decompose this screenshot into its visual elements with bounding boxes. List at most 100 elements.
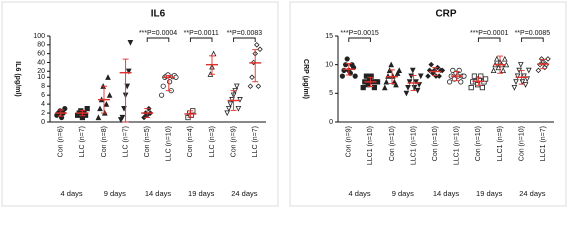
data-point [500, 67, 507, 73]
data-point [254, 42, 260, 48]
data-point [501, 55, 508, 62]
data-point [446, 79, 453, 85]
x-tick-label: LLC (n=7) [122, 126, 129, 157]
data-point [396, 67, 403, 73]
data-point [141, 114, 147, 121]
data-point [474, 82, 481, 88]
data-point [479, 85, 486, 91]
significance-bracket [146, 37, 170, 42]
annotation: **P=0.0083 [227, 30, 263, 37]
y-tick-label: 0 [41, 119, 45, 126]
data-point [393, 81, 399, 88]
y-axis-label: CRP (μg/ml) [302, 59, 309, 99]
data-point [97, 105, 103, 112]
group-label: 4 days [349, 189, 371, 198]
x-tick-label: Con (n=10) [475, 126, 482, 161]
x-tick-label: LLC1 (n=10) [454, 126, 461, 165]
x-tick-label: Con (n=9) [346, 126, 353, 157]
data-point [381, 84, 388, 91]
data-point [339, 73, 345, 79]
data-point [160, 83, 166, 89]
y-tick-label: 10 [37, 74, 45, 81]
data-point [436, 73, 442, 79]
y-tick-label: 2 [41, 110, 45, 117]
y-tick-label: 0 [329, 119, 333, 126]
data-point [363, 73, 370, 79]
significance-bracket [477, 37, 501, 42]
group-label: 19 days [188, 189, 215, 198]
data-point [513, 79, 519, 85]
data-point [103, 101, 110, 107]
group-label: 24 days [231, 189, 258, 198]
data-point [125, 68, 132, 75]
data-point [405, 85, 411, 91]
data-point [124, 83, 131, 90]
data-point [165, 72, 171, 78]
data-point [229, 97, 235, 103]
data-point [227, 101, 234, 108]
data-point [159, 92, 165, 98]
data-point [495, 64, 502, 71]
group-label: 24 days [519, 189, 546, 198]
data-point [347, 70, 353, 76]
y-tick-label: 60 [37, 50, 45, 57]
y-tick-label: 5 [329, 90, 333, 97]
y-tick-label: 20 [37, 68, 45, 75]
data-point [352, 73, 358, 79]
annotation: ***P=0.0004 [139, 30, 177, 37]
data-point [468, 85, 474, 91]
data-point [237, 97, 243, 103]
chart-title: CRP [435, 9, 456, 20]
group-label: 4 days [61, 189, 83, 198]
annotation: ***P=0.0015 [340, 30, 378, 37]
group-label: 14 days [433, 189, 460, 198]
significance-bracket [233, 37, 256, 42]
y-tick-label: 6 [41, 92, 45, 99]
group-label: 9 days [392, 189, 414, 198]
data-point [386, 67, 393, 73]
group-label: 14 days [145, 189, 172, 198]
data-point [521, 73, 527, 80]
data-point [471, 73, 478, 79]
data-point [417, 73, 424, 80]
x-tick-label: LLC1 (n=7) [540, 126, 547, 161]
y-tick-label: 10 [325, 62, 333, 69]
data-point [255, 83, 262, 89]
significance-bracket [521, 37, 544, 42]
data-point [344, 56, 350, 62]
data-point [439, 67, 446, 74]
data-point [210, 50, 217, 57]
annotation: **P=0.0085 [515, 30, 551, 37]
data-point [428, 61, 434, 68]
data-point [106, 92, 113, 98]
data-point [233, 83, 240, 90]
panel-border [289, 1, 567, 207]
x-tick-label: Con (n=10) [432, 126, 439, 161]
data-point [388, 61, 395, 68]
chart-title: IL6 [151, 9, 166, 20]
data-point [514, 73, 521, 80]
data-point [525, 67, 532, 74]
data-point [511, 85, 518, 91]
group-label: 9 days [104, 189, 126, 198]
data-point [493, 55, 500, 62]
data-point [119, 114, 126, 121]
y-tick-label: 80 [37, 42, 45, 49]
data-point [490, 67, 497, 73]
y-tick-label: 15 [325, 33, 333, 40]
data-point [225, 105, 232, 112]
annotation: ***P=0.0001 [470, 30, 508, 37]
x-tick-label: Con (n=6) [58, 126, 65, 157]
data-point [257, 46, 263, 52]
data-point [545, 56, 551, 62]
data-point [224, 110, 231, 117]
data-point [383, 78, 390, 85]
data-point [121, 105, 127, 112]
y-tick-label: 4 [41, 101, 45, 108]
data-point [425, 73, 431, 79]
data-point [394, 70, 401, 76]
data-point [235, 105, 242, 112]
data-point [95, 114, 102, 121]
significance-bracket [348, 37, 371, 42]
data-point [105, 74, 111, 80]
